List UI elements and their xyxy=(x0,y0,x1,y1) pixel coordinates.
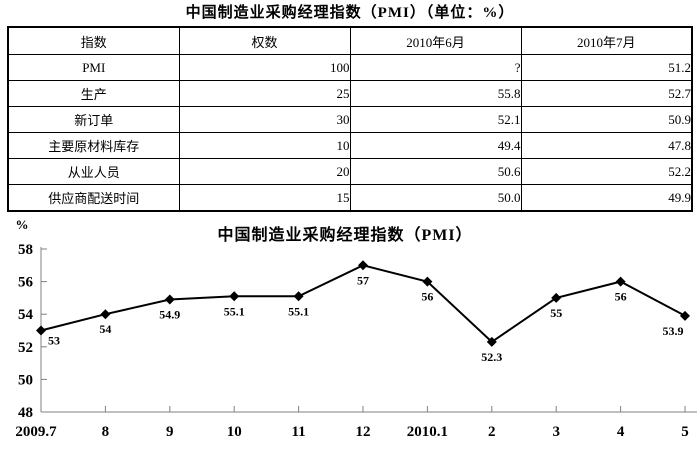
data-point-marker xyxy=(229,291,240,302)
data-point-label: 54 xyxy=(99,322,111,336)
value-cell: 49.4 xyxy=(349,132,522,159)
value-cell: 52.7 xyxy=(520,80,693,107)
value-cell: 50.9 xyxy=(520,106,693,133)
x-tick-label: 8 xyxy=(102,424,110,440)
value-cell: 50.6 xyxy=(349,158,522,185)
x-tick-label: 4 xyxy=(617,424,625,440)
table-header-row: 指数 权数 2010年6月 2010年7月 xyxy=(7,26,693,55)
row-label-cell: 主要原材料库存 xyxy=(7,132,180,159)
data-point-marker xyxy=(164,294,175,305)
row-label-cell: 生产 xyxy=(7,80,180,107)
row-label-cell: 新订单 xyxy=(7,106,180,133)
row-label-cell: 供应商配送时间 xyxy=(7,184,180,212)
value-cell: 52.2 xyxy=(520,158,693,185)
chart-y-unit-label: % xyxy=(16,217,29,232)
x-tick-label: 9 xyxy=(166,424,174,440)
x-tick-label: 2010.1 xyxy=(407,424,448,440)
data-point-marker xyxy=(680,310,690,321)
data-point-label: 56 xyxy=(421,290,433,304)
x-tick-label: 2009.7 xyxy=(15,424,57,440)
y-tick-label: 50 xyxy=(18,372,33,388)
value-cell: 15 xyxy=(178,184,351,212)
table-row: 从业人员 20 50.6 52.2 xyxy=(7,158,693,185)
plot-group: 48 50 52 54 56 58 2009.7 8 9 10 11 12 2010.1 2 3 4 5 53 54… xyxy=(15,242,697,440)
x-tick-label: 12 xyxy=(356,424,371,440)
value-cell: 50.0 xyxy=(349,184,522,212)
table-body: PMI 100? 51.2 生产 25 55.8 52.7 新订单 30 52.1 50.9 主要原材… xyxy=(7,54,693,212)
table-row: 主要原材料库存 10 49.4 47.8 xyxy=(7,132,693,159)
data-point-marker xyxy=(358,260,368,271)
column-header: 2010年7月 xyxy=(520,26,693,55)
x-tick-label: 10 xyxy=(227,424,242,440)
value-cell: 51.2 xyxy=(520,54,693,81)
value-cell: 47.8 xyxy=(520,132,693,159)
column-header: 2010年6月 xyxy=(349,26,522,55)
pmi-table: 指数 权数 2010年6月 2010年7月 PMI 100? 51.2 生产 25 55.8 52… xyxy=(7,26,693,212)
value-cell: 20 xyxy=(178,158,351,185)
data-point-label: 53 xyxy=(48,334,60,348)
value-cell: ? xyxy=(349,54,522,81)
value-cell: 100 xyxy=(178,54,351,81)
data-point-label: 55.1 xyxy=(224,304,245,318)
table-row: 新订单 30 52.1 50.9 xyxy=(7,106,693,133)
data-point-marker xyxy=(551,292,562,303)
chart-area: % 中国制造业采购经理指数（PMI） 48 50 52 54 56 58 2009.7 8 9 1… xyxy=(0,212,700,454)
y-tick-label: 48 xyxy=(18,405,33,421)
table-row: 供应商配送时间 15 50.0 49.9 xyxy=(7,184,693,212)
row-label-cell: 从业人员 xyxy=(7,158,180,185)
value-cell: 30 xyxy=(178,106,351,133)
column-header: 指数 xyxy=(7,26,180,55)
y-tick-label: 52 xyxy=(18,340,33,356)
x-tick-label: 2 xyxy=(488,424,496,440)
data-point-label: 56 xyxy=(615,290,627,304)
value-cell: 10 xyxy=(178,132,351,159)
data-point-label: 57 xyxy=(357,273,369,287)
y-tick-label: 54 xyxy=(18,307,34,323)
data-point-label: 55 xyxy=(550,306,562,320)
y-tick-label: 58 xyxy=(18,242,33,258)
data-point-marker xyxy=(100,309,111,320)
y-tick-label: 56 xyxy=(18,275,34,291)
data-point-marker xyxy=(293,291,304,302)
x-tick-label: 11 xyxy=(292,424,306,440)
data-point-marker xyxy=(615,276,626,287)
x-tick-label: 5 xyxy=(681,424,689,440)
value-cell: 52.1 xyxy=(349,106,522,133)
data-point-marker xyxy=(486,336,497,347)
x-tick-label: 3 xyxy=(552,424,560,440)
page-title: 中国制造业采购经理指数（PMI）（单位：%） xyxy=(185,5,515,21)
value-cell: 25 xyxy=(178,80,351,107)
data-point-label: 54.9 xyxy=(159,308,180,322)
value-cell: 49.9 xyxy=(520,184,693,212)
data-point-marker xyxy=(36,325,46,336)
data-point-marker xyxy=(422,276,433,287)
value-cell: 55.8 xyxy=(349,80,522,107)
table-row: 生产 25 55.8 52.7 xyxy=(7,80,693,107)
data-point-label: 52.3 xyxy=(481,350,502,364)
table-row: PMI 100? 51.2 xyxy=(7,54,693,81)
chart-title: 中国制造业采购经理指数（PMI） xyxy=(217,225,472,244)
column-header: 权数 xyxy=(178,26,351,55)
data-point-label: 55.1 xyxy=(288,304,309,318)
data-point-label: 53.9 xyxy=(663,324,684,338)
row-label-cell: PMI xyxy=(7,54,180,81)
